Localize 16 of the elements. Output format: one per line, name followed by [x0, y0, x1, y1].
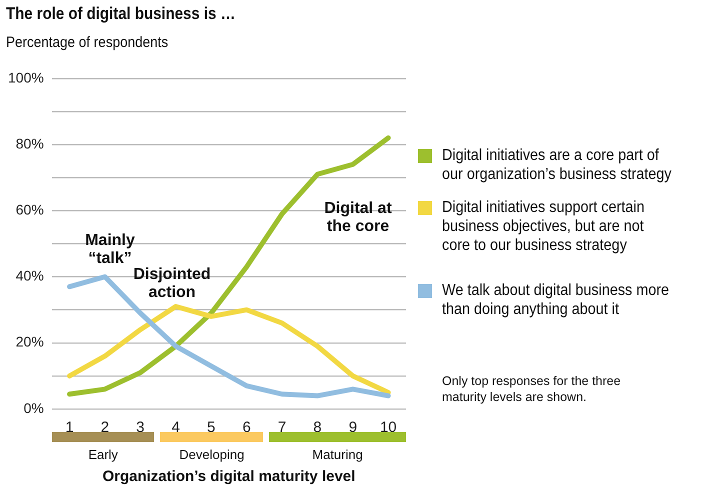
chart-title: The role of digital business is …	[6, 4, 236, 24]
y-tick-label: 80%	[16, 135, 44, 152]
text: Only top responses for the three maturity levels are shown.	[442, 373, 622, 405]
legend-label: We talk about digital business more than doing anything about it	[442, 281, 670, 319]
y-axis-title: Percentage of respondents	[6, 34, 168, 51]
annotation: Disjointed action	[132, 266, 212, 302]
y-tick-label: 40%	[16, 268, 44, 284]
x-axis-title: Organization’s digital maturity level	[101, 468, 356, 485]
legend-label: Digital initiatives are a core part of our organization’s business strategy	[442, 146, 672, 184]
y-tick-label: 0%	[24, 400, 44, 416]
annotation: Digital at the core	[323, 200, 393, 236]
legend-label: Digital initiatives support certain business objectives, but are not core to our business strategy	[442, 198, 646, 255]
annotation: Mainly “talk”	[85, 232, 135, 267]
y-tick-label: 20%	[16, 334, 44, 350]
y-tick-label: 100%	[8, 69, 44, 86]
y-tick-label: 60%	[16, 202, 44, 218]
